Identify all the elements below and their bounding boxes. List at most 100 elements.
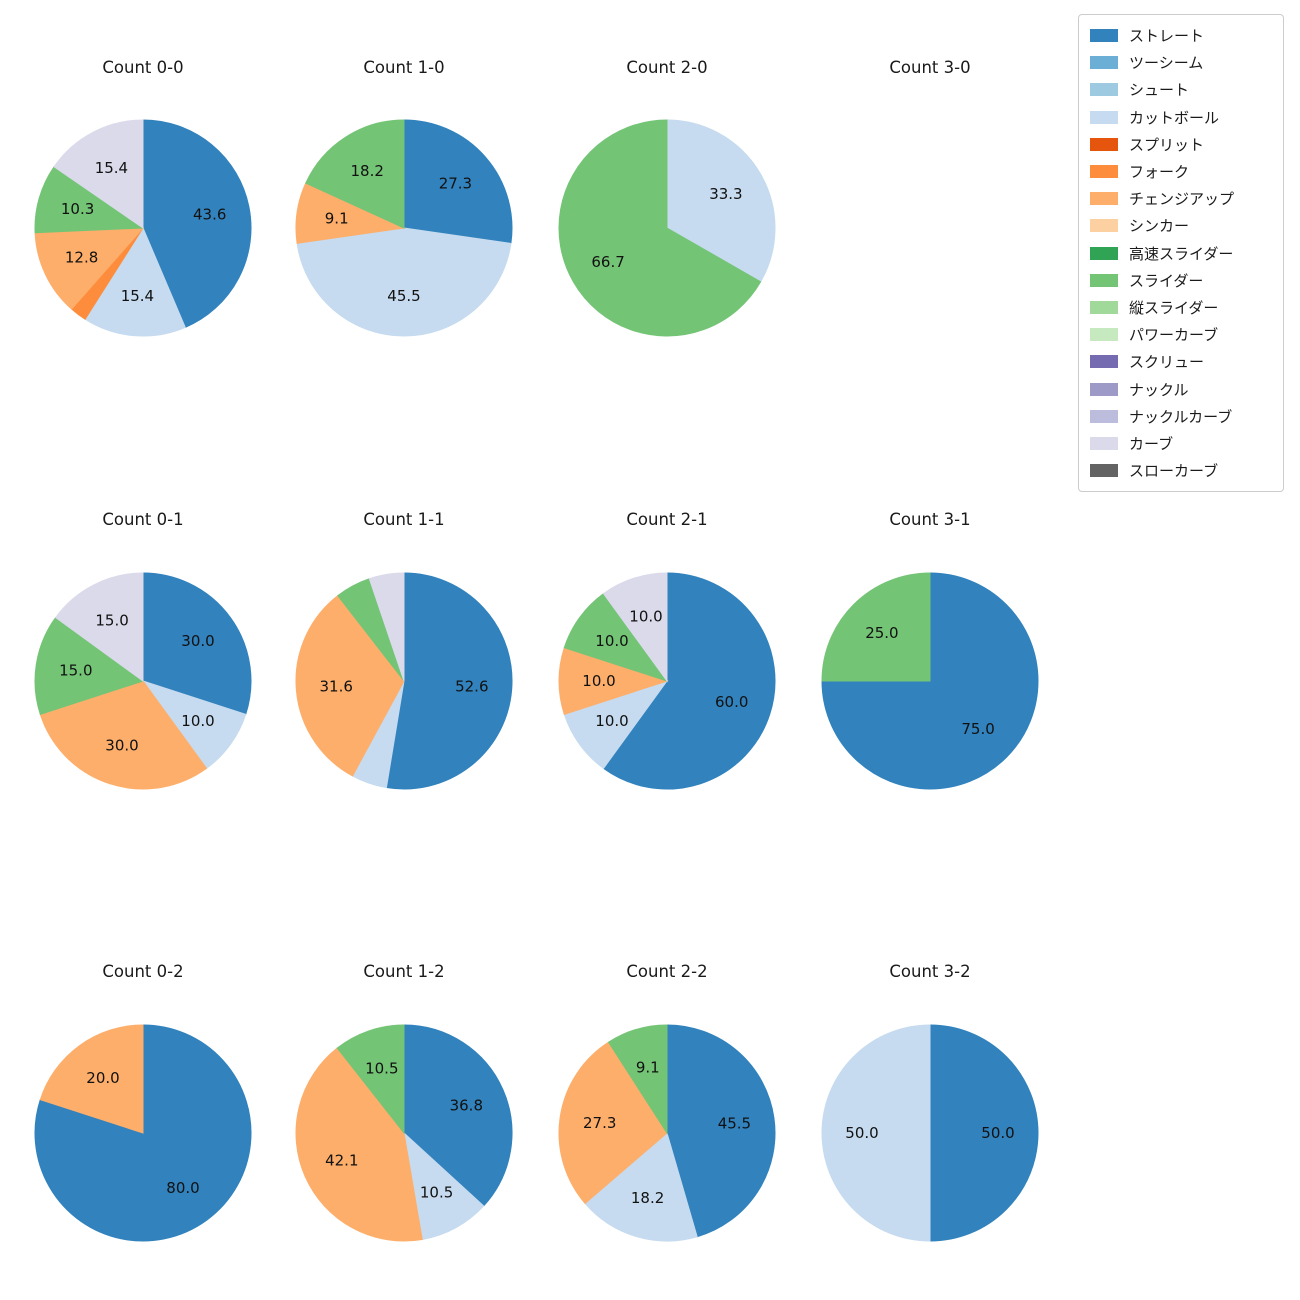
- pie-slice-count-1-0-3: [305, 119, 405, 229]
- pie-slice-count-0-1-0: [142, 572, 252, 716]
- legend-item: シュート: [1090, 76, 1272, 103]
- pie-percent-label: 31.6: [319, 678, 352, 696]
- legend-swatch-icon: [1090, 192, 1118, 206]
- legend: ストレートツーシームシュート カットボールスプリットフォークチェンジアップ シンカー…: [1078, 14, 1284, 493]
- pie-slice-count-0-0-3: [34, 227, 145, 310]
- legend-swatch-icon: [1090, 29, 1118, 43]
- legend-label: 縦スライダー: [1129, 298, 1219, 317]
- chart-title-count-3-0: Count 3-0: [889, 58, 971, 77]
- pie-percent-label: 15.4: [121, 287, 154, 305]
- pie-count-0-1: 30.0 10.0 30.0 15.0 15.0: [34, 572, 252, 790]
- legend-swatch-icon: [1090, 382, 1118, 396]
- pie-count-0-2: 80.0 20.0: [34, 1024, 252, 1242]
- pie-count-2-1: 60.010.010.010.010.0: [558, 572, 776, 790]
- pie-slice-count-3-2-0: [929, 1024, 1039, 1242]
- legend-swatch-icon: [1090, 409, 1118, 423]
- pie-percent-label: 30.0: [181, 632, 214, 650]
- legend-item: スライダー: [1090, 267, 1272, 294]
- legend-swatch-icon: [1090, 300, 1118, 314]
- chart-title-count-0-2: Count 0-2: [102, 962, 184, 981]
- pie-slice-count-0-0-1: [84, 226, 186, 337]
- pie-slice-count-1-1-2: [295, 594, 405, 777]
- pie-slice-count-0-0-5: [53, 119, 144, 229]
- chart-title-count-3-1: Count 3-1: [889, 510, 971, 529]
- pie-percent-label: 66.7: [591, 253, 624, 271]
- pie-percent-label: 25.0: [865, 624, 898, 642]
- pie-percent-label: 15.0: [95, 611, 128, 629]
- legend-swatch-icon: [1090, 328, 1118, 342]
- pie-count-3-1: 75.0 25.0: [821, 572, 1039, 790]
- pie-slice-count-1-0-0: [403, 119, 513, 244]
- pie-slice-count-3-2-1: [821, 1024, 931, 1242]
- pie-percent-label: 42.1: [325, 1152, 358, 1170]
- legend-label: スライダー: [1129, 271, 1204, 290]
- legend-label: シンカー: [1129, 217, 1190, 236]
- legend-swatch-icon: [1090, 137, 1118, 151]
- pie-percent-label: 10.0: [181, 712, 214, 730]
- pie-slice-count-2-2-2: [558, 1041, 668, 1205]
- pie-percent-label: 20.0: [86, 1069, 119, 1087]
- pie-percent-label: 9.1: [636, 1059, 660, 1077]
- pie-slice-count-3-1-1: [821, 572, 931, 682]
- pie-slice-count-1-1-4: [368, 572, 405, 682]
- legend-swatch-icon: [1090, 273, 1118, 287]
- pie-percent-label: 45.5: [718, 1114, 751, 1132]
- chart-title-count-1-0: Count 1-0: [363, 58, 445, 77]
- legend-label: パワーカーブ: [1129, 326, 1219, 345]
- chart-title-count-2-2: Count 2-2: [626, 962, 708, 981]
- pie-count-2-2: 45.5 18.2 27.3 9.1: [558, 1024, 776, 1242]
- pie-slice-count-2-2-0: [666, 1024, 776, 1238]
- legend-item: シンカー: [1090, 212, 1272, 239]
- legend-label: ストレート: [1129, 27, 1205, 46]
- legend-item: ツーシーム: [1090, 49, 1272, 76]
- pie-percent-label: 10.0: [629, 607, 662, 625]
- legend-item: スクリュー: [1090, 348, 1272, 375]
- chart-title-count-3-2: Count 3-2: [889, 962, 971, 981]
- pie-percent-label: 10.0: [582, 672, 615, 690]
- chart-title-count-1-1: Count 1-1: [363, 510, 445, 529]
- legend-item: チェンジアップ: [1090, 185, 1272, 212]
- pie-percent-label: 50.0: [845, 1124, 878, 1142]
- legend-label: ツーシーム: [1129, 54, 1204, 73]
- legend-item: フォーク: [1090, 158, 1272, 185]
- pie-percent-label: 10.0: [595, 632, 628, 650]
- pie-percent-label: 27.3: [583, 1114, 616, 1132]
- legend-label: ナックル: [1129, 380, 1189, 399]
- pie-percent-label: 15.4: [95, 159, 128, 177]
- legend-swatch-icon: [1090, 165, 1118, 179]
- pie-percent-label: 80.0: [166, 1179, 199, 1197]
- legend-label: カーブ: [1129, 434, 1174, 453]
- pie-slice-count-1-0-1: [296, 227, 512, 337]
- pie-slice-count-1-1-0: [385, 572, 513, 790]
- legend-label: スプリット: [1129, 135, 1205, 154]
- pie-slice-count-1-2-2: [295, 1047, 423, 1242]
- pie-slice-count-2-0-1: [558, 119, 762, 337]
- chart-title-count-2-1: Count 2-1: [626, 510, 708, 529]
- legend-item: パワーカーブ: [1090, 321, 1272, 348]
- pie-percent-label: 12.8: [65, 248, 98, 266]
- legend-swatch-icon: [1090, 464, 1118, 478]
- legend-label: チェンジアップ: [1129, 190, 1235, 209]
- pie-percent-label: 50.0: [981, 1124, 1014, 1142]
- legend-swatch-icon: [1090, 56, 1118, 70]
- pie-percent-label: 15.0: [59, 661, 92, 679]
- legend-swatch-icon: [1090, 436, 1118, 450]
- legend-swatch-icon: [1090, 219, 1118, 233]
- legend-item: スプリット: [1090, 131, 1272, 158]
- legend-item: 高速スライダー: [1090, 240, 1272, 267]
- pie-slice-count-2-2-1: [584, 1132, 698, 1242]
- pie-slice-count-2-1-0: [602, 572, 776, 790]
- chart-title-count-1-2: Count 1-2: [363, 962, 445, 981]
- pie-percent-label: 10.3: [61, 200, 94, 218]
- legend-item: カットボール: [1090, 104, 1272, 131]
- pie-percent-label: 75.0: [961, 720, 994, 738]
- legend-swatch-icon: [1090, 355, 1118, 369]
- pie-percent-label: 36.8: [450, 1097, 483, 1115]
- pie-percent-label: 45.5: [387, 287, 420, 305]
- pie-slice-count-0-1-2: [39, 680, 208, 790]
- pie-percent-label: 18.2: [631, 1189, 664, 1207]
- legend-label: フォーク: [1129, 163, 1190, 182]
- pie-count-1-0: 27.3 45.5 9.1 18.2: [295, 119, 513, 337]
- pie-percent-label: 33.3: [709, 185, 742, 203]
